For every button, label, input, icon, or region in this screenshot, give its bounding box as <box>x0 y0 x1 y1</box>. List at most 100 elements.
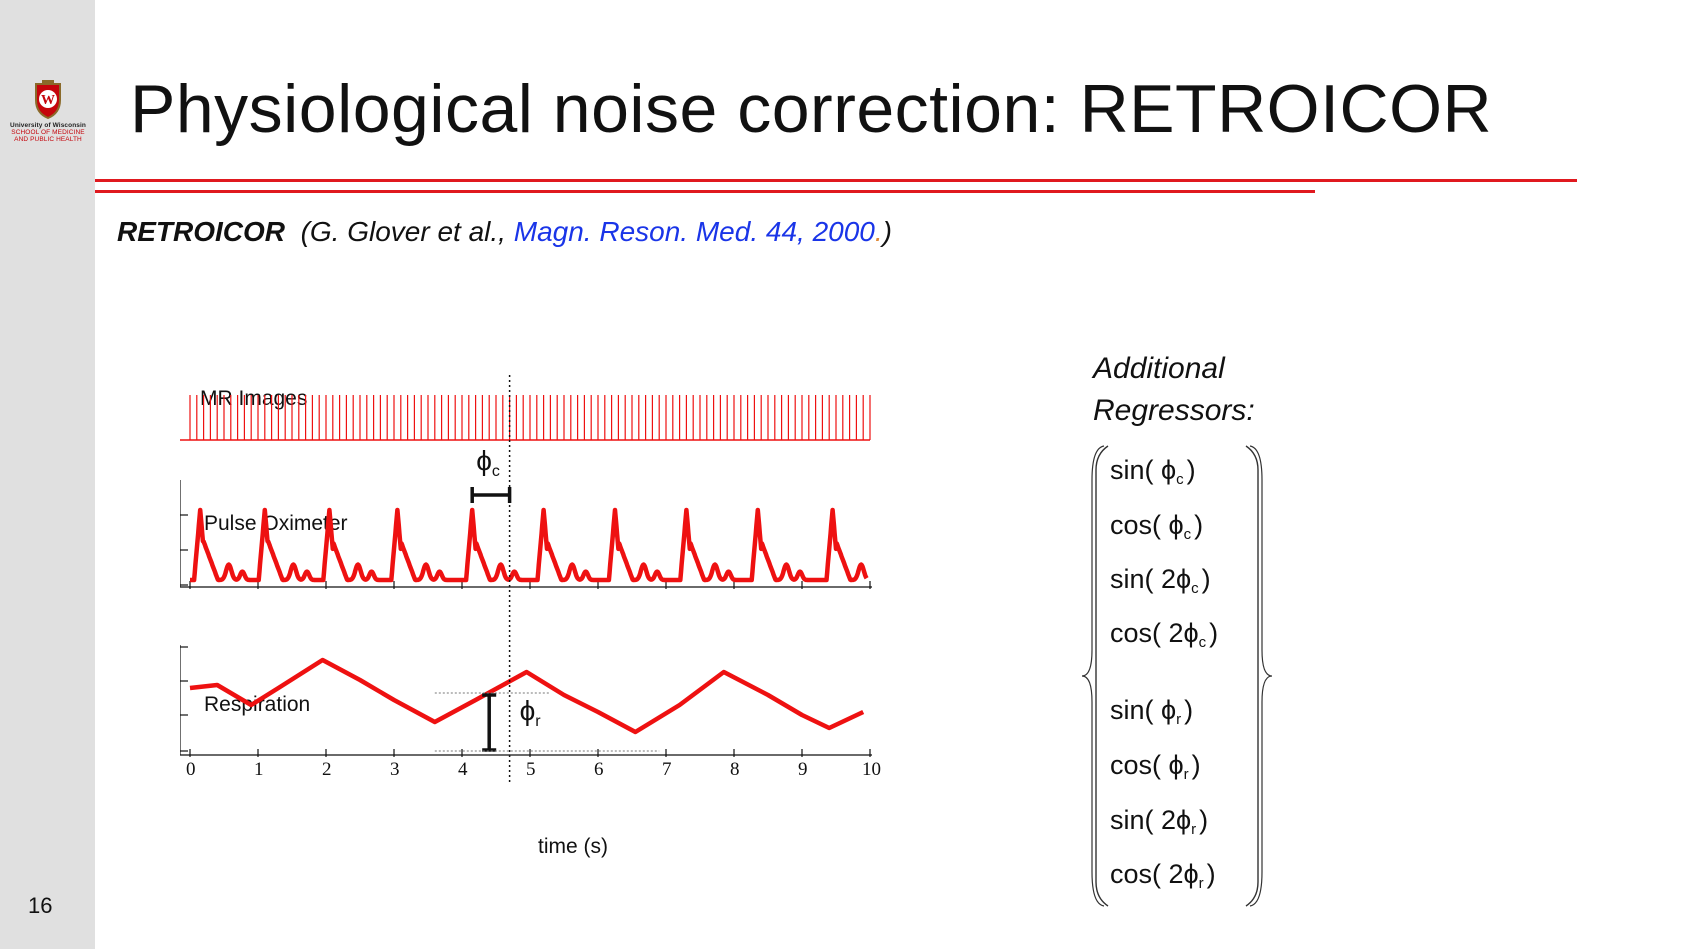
panel-label-resp: Respiration <box>204 693 310 716</box>
regressor-close: ) <box>1201 564 1211 594</box>
regressor-sub: r <box>1191 821 1197 838</box>
regressor-coef: 2 <box>1153 805 1177 835</box>
slide-title: Physiological noise correction: RETROICO… <box>130 71 1493 147</box>
x-ticks: 0 1 2 3 4 5 6 7 8 9 10 <box>186 759 881 780</box>
citation-acronym: RETROICOR <box>117 216 285 247</box>
x-tick-label: 0 <box>186 759 196 780</box>
phi-c-label: ϕc <box>476 445 500 480</box>
x-tick-label: 5 <box>526 759 536 780</box>
regressor-fn: cos( <box>1110 618 1162 648</box>
phi-c-subscript: c <box>492 463 500 480</box>
phi-r-symbol: ϕ <box>520 695 536 726</box>
phi-r-bracket <box>434 692 660 752</box>
logo-university-text: University of Wisconsin <box>10 122 86 129</box>
regressor-4: sin( ϕr) <box>1110 695 1193 735</box>
regressor-sym: ϕ <box>1161 695 1177 725</box>
pulse-series <box>188 507 869 583</box>
citation-close: ) <box>882 216 892 247</box>
crest-icon: W <box>35 80 61 120</box>
regressor-fn: sin( <box>1110 564 1154 594</box>
title-rule-short <box>95 190 1315 193</box>
svg-text:W: W <box>41 93 55 108</box>
regressor-coef <box>1154 695 1162 725</box>
regressor-sym: ϕ <box>1176 805 1192 835</box>
regressor-sub: r <box>1198 875 1204 892</box>
regressor-coef <box>1161 750 1169 780</box>
x-tick-label: 4 <box>458 759 468 780</box>
regressor-sub: c <box>1183 526 1192 543</box>
respiration-series <box>189 657 865 735</box>
regressor-fn: sin( <box>1110 805 1154 835</box>
logo-public-health-text: AND PUBLIC HEALTH <box>14 136 82 143</box>
x-tick-label: 10 <box>862 759 881 780</box>
right-brace <box>1249 445 1273 907</box>
slide-number: 16 <box>28 893 53 918</box>
sidebar <box>0 0 95 949</box>
regressor-close: ) <box>1206 859 1216 889</box>
left-paren <box>1095 445 1109 907</box>
regressor-sub: r <box>1176 711 1182 728</box>
regressor-sym: ϕ <box>1183 859 1199 889</box>
right-paren <box>1245 445 1259 907</box>
x-tick-label: 1 <box>254 759 264 780</box>
regressor-close: ) <box>1186 455 1196 485</box>
regressor-close: ) <box>1194 510 1204 540</box>
panel-label-mr: MR Images <box>200 387 307 410</box>
x-tick-label: 7 <box>662 759 672 780</box>
citation-authors: (G. Glover et al., <box>300 216 506 247</box>
additional-label-line1: Additional <box>1093 352 1225 385</box>
mr-spikes <box>180 395 871 441</box>
regressor-brackets <box>1081 445 1273 907</box>
regressor-sym: ϕ <box>1168 750 1184 780</box>
x-tick-label: 9 <box>798 759 808 780</box>
additional-label-line2: Regressors: <box>1093 394 1255 427</box>
regressor-1: cos( ϕc) <box>1110 510 1203 550</box>
regressor-coef <box>1154 455 1162 485</box>
regressor-sym: ϕ <box>1176 564 1192 594</box>
phi-r-label: ϕr <box>520 695 542 730</box>
phi-c-bracket <box>470 487 512 503</box>
regressor-5: cos( ϕr) <box>1110 750 1201 790</box>
regressor-sub: r <box>1183 766 1189 783</box>
regressor-coef <box>1161 510 1169 540</box>
regressor-close: ) <box>1199 805 1209 835</box>
regressor-fn: cos( <box>1110 859 1162 889</box>
regressor-close: ) <box>1184 695 1194 725</box>
logo-school-text: SCHOOL OF MEDICINE <box>11 129 85 136</box>
panel-label-pulse: Pulse Oximeter <box>204 512 348 535</box>
x-tick-label: 3 <box>390 759 400 780</box>
x-tick-label: 8 <box>730 759 740 780</box>
regressor-coef: 2 <box>1153 564 1177 594</box>
phi-r-subscript: r <box>535 713 541 730</box>
regressor-sym: ϕ <box>1183 618 1199 648</box>
citation: RETROICOR (G. Glover et al., Magn. Reson… <box>117 216 892 248</box>
left-brace <box>1081 445 1105 907</box>
x-tick-label: 6 <box>594 759 604 780</box>
regressor-6: sin( 2ϕr) <box>1110 805 1208 845</box>
regressor-coef: 2 <box>1161 859 1184 889</box>
citation-dot: . <box>874 216 883 247</box>
citation-journal-link[interactable]: Magn. Reson. Med. 44, 2000 <box>513 216 875 247</box>
regressor-sym: ϕ <box>1168 510 1184 540</box>
title-rule-long <box>95 179 1577 182</box>
regressor-fn: cos( <box>1110 510 1162 540</box>
axes <box>180 480 872 757</box>
regressor-sub: c <box>1198 634 1207 651</box>
x-axis-label: time (s) <box>538 835 608 858</box>
regressor-close: ) <box>1209 618 1219 648</box>
regressor-sym: ϕ <box>1161 455 1177 485</box>
regressor-2: sin( 2ϕc) <box>1110 564 1211 604</box>
regressor-7: cos( 2ϕr) <box>1110 859 1216 899</box>
additional-regressors-label: Additional Regressors: <box>1093 348 1255 432</box>
regressor-coef: 2 <box>1161 618 1184 648</box>
regressor-fn: cos( <box>1110 750 1162 780</box>
regressor-fn: sin( <box>1110 695 1154 725</box>
university-logo: W University of Wisconsin SCHOOL OF MEDI… <box>4 80 92 143</box>
x-tick-label: 2 <box>322 759 332 780</box>
regressor-sub: c <box>1176 471 1184 488</box>
regressor-close: ) <box>1191 750 1201 780</box>
retroicor-chart: MR Images Pulse Oximeter Respiration 0 1 2… <box>180 375 881 858</box>
regressor-3: cos( 2ϕc) <box>1110 618 1218 658</box>
regressor-sub: c <box>1191 580 1199 597</box>
phi-c-symbol: ϕ <box>476 445 492 476</box>
